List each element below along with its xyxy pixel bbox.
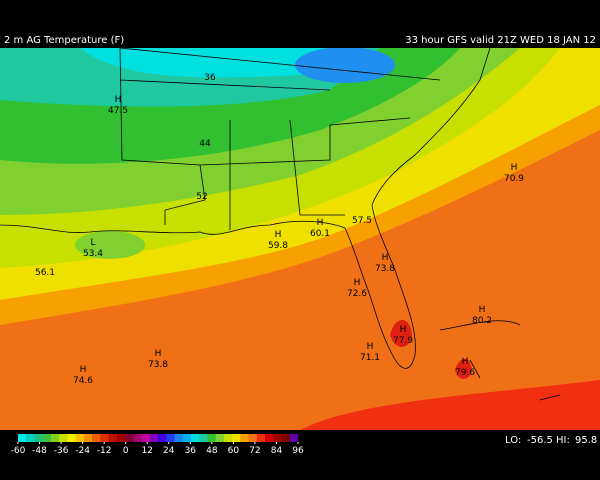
colorbar-cell bbox=[248, 434, 258, 442]
colorbar-tick-label: 24 bbox=[163, 446, 175, 456]
colorbar-cell bbox=[281, 434, 291, 442]
colorbar-cell bbox=[215, 434, 225, 442]
colorbar-cell bbox=[75, 434, 85, 442]
colorbar-cell bbox=[174, 434, 184, 442]
map-labels: H47.5364452H70.9L53.456.1H59.8H60.157.5H… bbox=[35, 73, 524, 386]
colorbar-cell bbox=[50, 434, 60, 442]
colorbar-cell bbox=[232, 434, 241, 442]
colorbar-cell bbox=[265, 434, 274, 442]
colorbar-cell bbox=[116, 434, 126, 442]
colorbar-cell bbox=[18, 434, 27, 442]
pressure-symbol: L bbox=[90, 238, 95, 248]
colorbar-tick-label: 36 bbox=[185, 446, 197, 456]
colorbar-cell bbox=[141, 434, 151, 442]
colorbar-cell bbox=[190, 434, 200, 442]
pressure-symbol: H bbox=[275, 230, 282, 240]
colorbar-tick-label: 60 bbox=[228, 446, 240, 456]
lo-label: LO: bbox=[505, 435, 521, 446]
temperature-label: 73.8 bbox=[148, 360, 168, 370]
colorbar-cell bbox=[289, 434, 299, 442]
pressure-symbol: H bbox=[317, 218, 324, 228]
temperature-label: 79.6 bbox=[455, 368, 475, 378]
colorbar-tick-label: -24 bbox=[75, 446, 90, 456]
temperature-label: 80.2 bbox=[472, 316, 492, 326]
pressure-symbol: H bbox=[400, 325, 407, 335]
temperature-label: 53.4 bbox=[83, 249, 103, 259]
colorbar-tick-label: -36 bbox=[54, 446, 69, 456]
pressure-symbol: H bbox=[115, 95, 122, 105]
pressure-symbol: H bbox=[80, 365, 87, 375]
pressure-symbol: H bbox=[155, 349, 162, 359]
colorbar-cell bbox=[67, 434, 76, 442]
temperature-label: 77.9 bbox=[393, 336, 413, 346]
colorbar-cell bbox=[108, 434, 118, 442]
colorbar-cell bbox=[133, 434, 142, 442]
pressure-symbol: H bbox=[511, 163, 518, 173]
hi-label: HI: bbox=[556, 435, 570, 446]
colorbar-cell bbox=[166, 434, 175, 442]
pressure-symbol: H bbox=[367, 342, 374, 352]
colorbar-cell bbox=[223, 434, 233, 442]
colorbar-tick-label: 0 bbox=[123, 446, 129, 456]
pressure-symbol: H bbox=[382, 253, 389, 263]
temperature-label: 57.5 bbox=[352, 216, 372, 226]
colorbar-cell bbox=[26, 434, 35, 442]
colorbar-cell bbox=[273, 434, 282, 442]
colorbar-cell bbox=[256, 434, 266, 442]
run-info: 33 hour GFS valid 21Z WED 18 JAN 12 bbox=[405, 35, 596, 46]
colorbar-cell bbox=[100, 434, 109, 442]
colorbar-cell bbox=[158, 434, 167, 442]
colorbar-cell bbox=[125, 434, 134, 442]
hi-value: 95.8 bbox=[575, 435, 597, 446]
pressure-symbol: H bbox=[479, 305, 486, 315]
colorbar-tick-label: 96 bbox=[292, 446, 304, 456]
colorbar-cell bbox=[240, 434, 249, 442]
colorbar-tick-label: -60 bbox=[11, 446, 26, 456]
temperature-label: 73.8 bbox=[375, 264, 395, 274]
colorbar-cell bbox=[149, 434, 159, 442]
map-outlines bbox=[0, 47, 561, 401]
pressure-symbol: H bbox=[354, 278, 361, 288]
temperature-field bbox=[0, 48, 600, 430]
temperature-label: 60.1 bbox=[310, 229, 330, 239]
temperature-label: 71.1 bbox=[360, 353, 380, 363]
temperature-label: 44 bbox=[199, 139, 211, 149]
temperature-label: 72.6 bbox=[347, 289, 367, 299]
colorbar-cell bbox=[182, 434, 192, 442]
temperature-label: 74.6 bbox=[73, 376, 93, 386]
colorbar-tick-label: 12 bbox=[142, 446, 153, 456]
temperature-label: 52 bbox=[196, 192, 207, 202]
colorbar-cell bbox=[42, 434, 52, 442]
colorbar-cell bbox=[34, 434, 44, 442]
temperature-label: 56.1 bbox=[35, 268, 55, 278]
temperature-label: 36 bbox=[204, 73, 216, 83]
colorbar-tick-label: 72 bbox=[249, 446, 260, 456]
colorbar-tick-label: -12 bbox=[97, 446, 112, 456]
pressure-symbol: H bbox=[462, 357, 469, 367]
colorbar-tick-label: -48 bbox=[32, 446, 47, 456]
colorbar-cell bbox=[59, 434, 68, 442]
colorbar-tick-label: 48 bbox=[206, 446, 218, 456]
colorbar-tick-label: 84 bbox=[271, 446, 283, 456]
map-title: 2 m AG Temperature (F) bbox=[4, 35, 124, 46]
colorbar-cell bbox=[83, 434, 93, 442]
temperature-label: 70.9 bbox=[504, 174, 524, 184]
colorbar-cell bbox=[199, 434, 208, 442]
colorbar-cell bbox=[207, 434, 216, 442]
temperature-label: 59.8 bbox=[268, 241, 288, 251]
lo-value: -56.5 bbox=[527, 435, 553, 446]
colorbar-cell bbox=[92, 434, 101, 442]
temperature-label: 47.5 bbox=[108, 106, 128, 116]
